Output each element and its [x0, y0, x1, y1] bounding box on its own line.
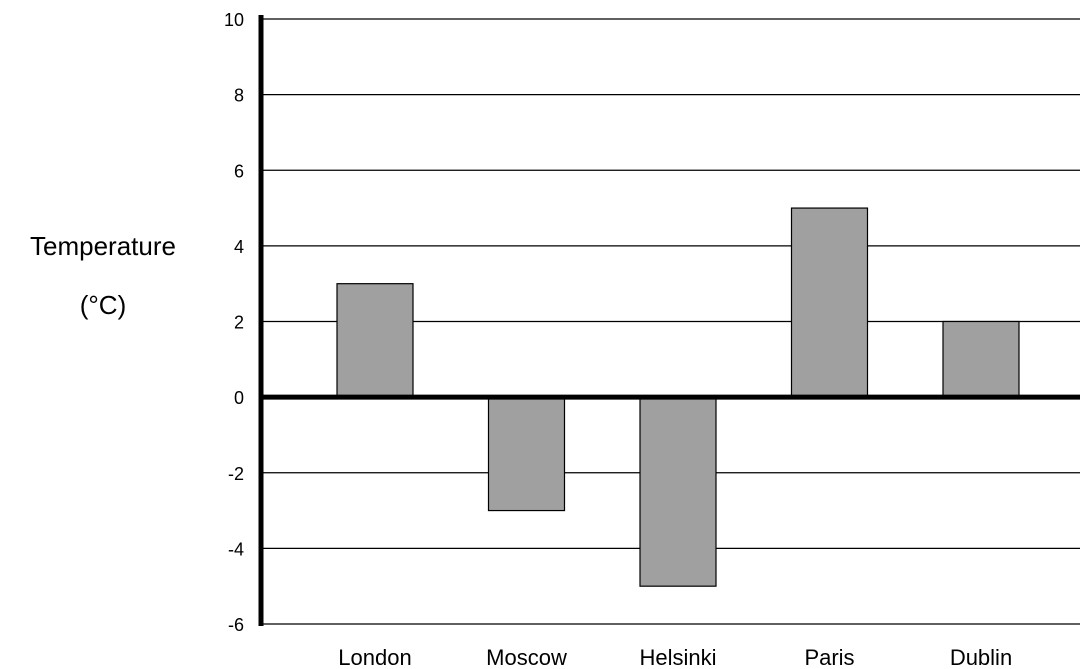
bar-paris: [790, 207, 869, 398]
y-tick-label: -6: [228, 615, 244, 635]
category-label-helsinki: Helsinki: [639, 645, 716, 669]
y-tick-label: 2: [234, 313, 244, 333]
axes: [258, 15, 1080, 626]
bars: [336, 207, 1020, 587]
y-tick-label: 10: [224, 10, 244, 30]
bar-london: [336, 283, 414, 398]
y-axis-label-line2: (°C): [80, 290, 127, 320]
category-labels: London Moscow Helsinki Paris Dublin: [338, 645, 1012, 669]
bar-moscow: [487, 396, 566, 512]
category-label-moscow: Moscow: [486, 645, 567, 669]
y-tick-label: 6: [234, 161, 244, 181]
bar-helsinki: [639, 396, 717, 587]
y-tick-label: -4: [228, 539, 244, 559]
bar-dublin: [942, 320, 1020, 398]
category-label-dublin: Dublin: [950, 645, 1012, 669]
category-label-paris: Paris: [804, 645, 854, 669]
y-tick-labels: 10 8 6 4 2 0 -2 -4 -6: [224, 10, 244, 635]
y-tick-label: 8: [234, 86, 244, 106]
category-label-london: London: [338, 645, 411, 669]
y-tick-label: 0: [234, 388, 244, 408]
y-tick-label: 4: [234, 237, 244, 257]
y-axis-label-line1: Temperature: [30, 231, 176, 261]
y-tick-label: -2: [228, 464, 244, 484]
